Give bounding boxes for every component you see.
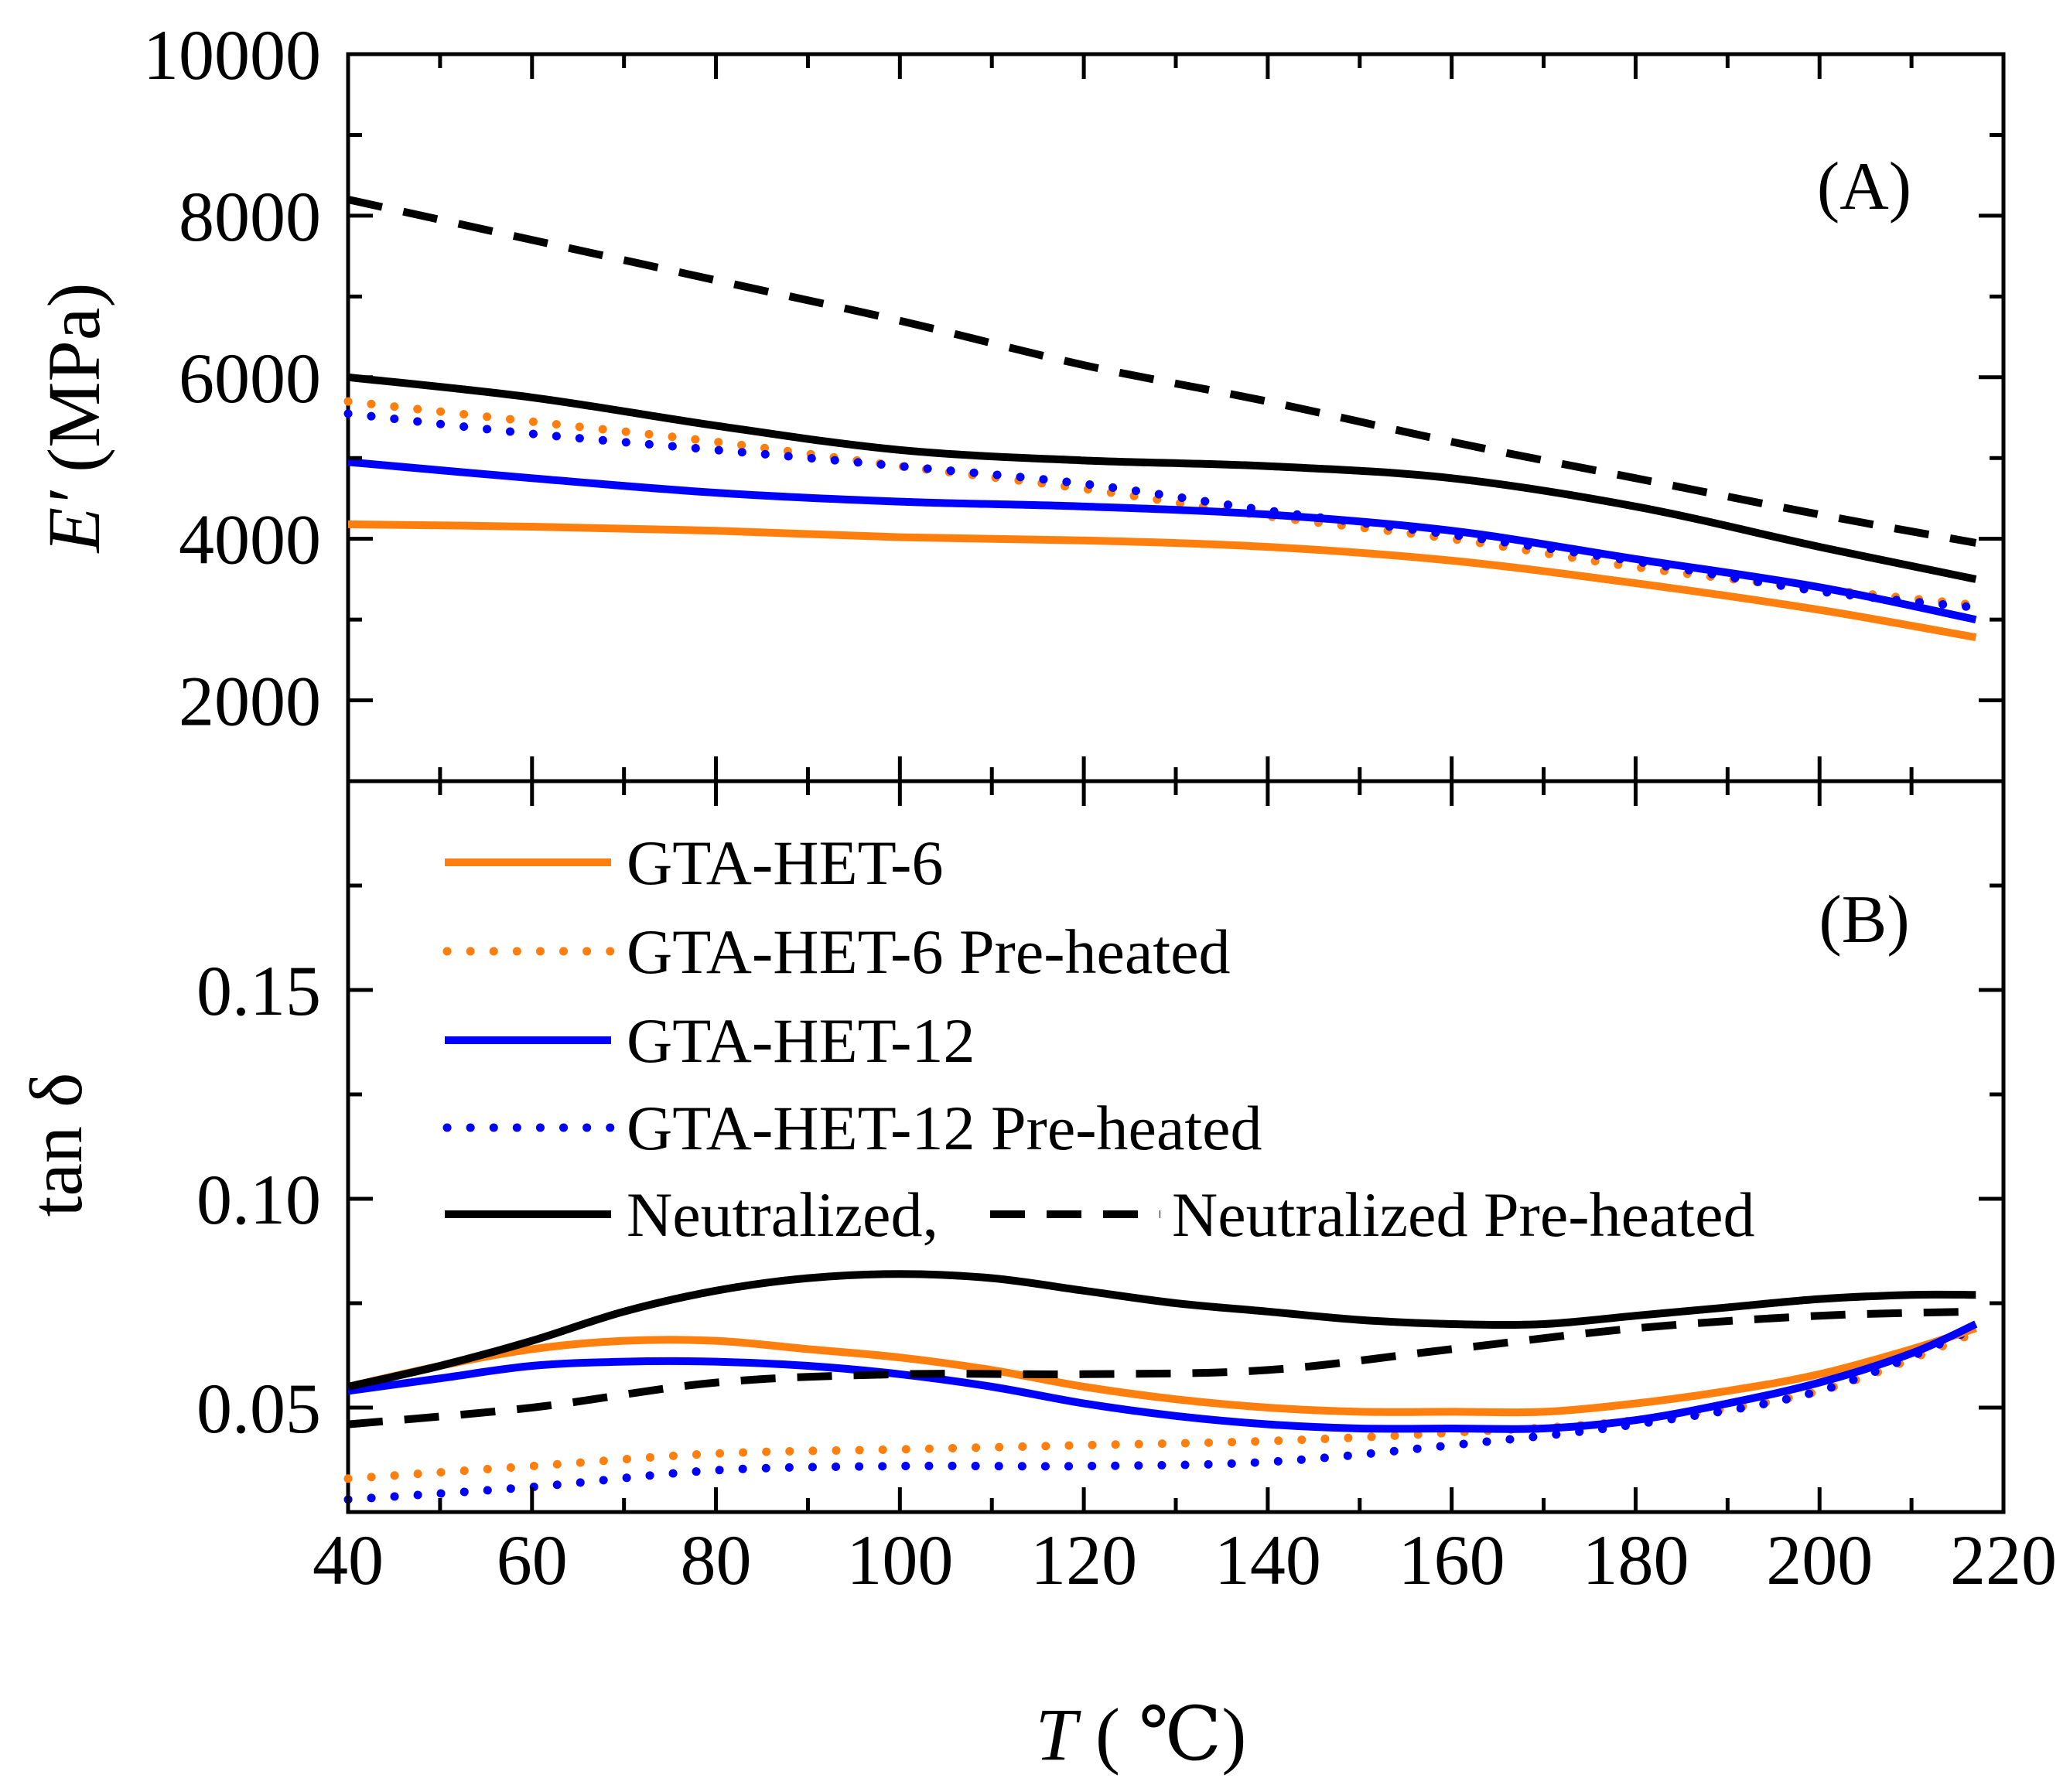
panel-a-series-neu — [347, 373, 1977, 583]
panel-a-frame — [346, 52, 2006, 783]
panel-a-y-tick-label: 8000 — [179, 177, 321, 256]
x-axis-label-symbol: T — [1036, 1693, 1082, 1776]
x-tick-label: 180 — [1582, 1521, 1689, 1599]
panel-a-ylabel-symbol: E′ — [32, 490, 115, 555]
panel-a-y-tick-label: 4000 — [179, 500, 321, 579]
tick-marks — [346, 52, 2006, 1514]
x-tick-label: 160 — [1399, 1521, 1505, 1599]
x-tick-label: 40 — [313, 1521, 384, 1599]
legend: GTA-HET-6 GTA-HET-6 Pre-heated GTA-HET-1… — [442, 828, 1755, 1250]
panel-b-series-gta12 — [347, 1320, 1978, 1433]
x-tick-label: 80 — [681, 1521, 752, 1599]
panel-b-ylabel: tan δ — [15, 1073, 97, 1217]
legend-label-neutralized-preheated: Neutralized Pre-heated — [1172, 1179, 1755, 1250]
legend-label-gta12-preheated: GTA-HET-12 Pre-heated — [627, 1093, 1262, 1163]
panel-a-series — [343, 196, 1980, 642]
x-tick-label: 100 — [846, 1521, 953, 1599]
legend-label-gta12: GTA-HET-12 — [627, 1005, 975, 1076]
panel-b-label: (B) — [1819, 882, 1909, 957]
x-tick-label: 60 — [497, 1521, 568, 1599]
panel-a-y-tick-label: 2000 — [179, 662, 321, 741]
x-tick-label: 140 — [1214, 1521, 1321, 1599]
panel-b-series-gta6 — [347, 1324, 1977, 1417]
x-tick-label: 200 — [1766, 1521, 1873, 1599]
x-tick-label: 120 — [1030, 1521, 1137, 1599]
tick-labels: 40 60 80 100 120 140 160 180 200 220 2000 4000 6000 8… — [143, 15, 2057, 1599]
panel-b-y-tick-label: 0.05 — [196, 1369, 321, 1448]
panel-b-series-neu — [347, 1270, 1976, 1391]
panel-a-series-gta12 — [347, 458, 1977, 623]
panel-b-series-gta12p — [343, 1323, 1980, 1504]
panel-b-series — [343, 1270, 1980, 1504]
panel-b-series-neup — [347, 1307, 1976, 1428]
panel-a-y-tick-label: 10000 — [143, 15, 321, 94]
panel-a-y-tick-label: 6000 — [179, 339, 321, 418]
panel-a-ylabel-unit: (MPa) — [32, 283, 115, 491]
panel-a-series-gta6 — [347, 520, 1977, 642]
legend-label-gta6-preheated: GTA-HET-6 Pre-heated — [627, 916, 1231, 987]
x-tick-label: 220 — [1950, 1521, 2057, 1599]
panel-a-ylabel: E′ (MPa) — [32, 283, 115, 555]
x-axis-label: T ( ℃) — [1036, 1693, 1247, 1776]
panel-b-y-tick-label: 0.10 — [196, 1160, 321, 1239]
panel-a-label: (A) — [1817, 149, 1911, 224]
x-axis-label-unit: ( ℃) — [1077, 1693, 1246, 1776]
panel-a-series-gta12p — [343, 409, 1980, 612]
panel-b-y-tick-label: 0.15 — [196, 951, 321, 1030]
legend-label-neutralized: Neutralized, — [627, 1179, 938, 1250]
legend-label-gta6: GTA-HET-6 — [627, 828, 943, 898]
panel-a-series-gta6p — [343, 397, 1980, 609]
